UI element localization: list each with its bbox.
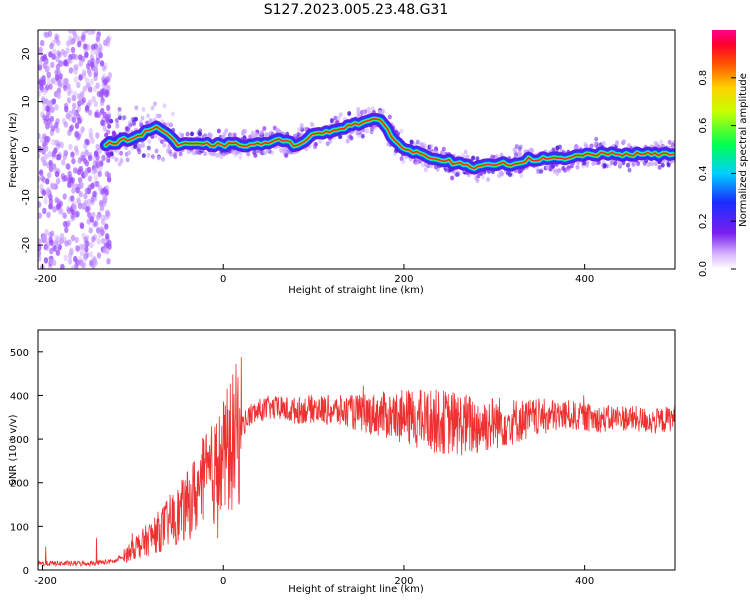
snr-x-tick-label: 200: [394, 576, 413, 587]
snr-x-ticks: -200 0 200 400: [34, 565, 594, 587]
figure-title: S127.2023.005.23.48.G31: [264, 2, 449, 18]
colorbar-tick-label: 0.8: [698, 70, 709, 86]
snr-x-tick-label: -200: [34, 576, 57, 587]
colorbar-ticks: 0.0 0.2 0.4 0.6 0.8: [698, 70, 736, 277]
snr-panel: -200 0 200 400 0 100 200 300 400 500 Height of s…: [8, 329, 676, 595]
snr-y-tick-label: 500: [10, 348, 29, 359]
spectrogram-x-tick-label: 0: [220, 274, 226, 285]
spectrogram-y-tick-label: -10: [21, 189, 32, 205]
colorbar-tick-label: 0.2: [698, 213, 709, 229]
snr-series-line: [38, 356, 675, 568]
snr-y-tick-label: 0: [23, 566, 29, 577]
colorbar-label: Normalized spectral amplitude: [738, 73, 749, 227]
snr-marks: [38, 356, 675, 568]
spectrogram-y-tick-label: -20: [21, 237, 32, 253]
spectrogram-y-tick-label: 20: [21, 48, 32, 61]
spectrogram-y-ticks: -20 -10 0 10 20: [21, 48, 43, 253]
colorbar-tick-label: 0.6: [698, 118, 709, 134]
colorbar-tick-label: 0.0: [698, 261, 709, 277]
snr-x-axis-label: Height of straight line (km): [288, 584, 424, 595]
colorbar-gradient: [712, 30, 736, 269]
colorbar: 0.0 0.2 0.4 0.6 0.8 Normalized spectral ampl…: [698, 30, 749, 277]
spectrogram-y-axis-label: Frequency (Hz): [8, 112, 19, 188]
snr-y-tick-label: 300: [10, 435, 29, 446]
spectrogram-panel: -200 0 200 400 -20 -10 0 10 20 Height of straig…: [8, 29, 676, 296]
spectrogram-ridge-red: [105, 118, 674, 170]
colorbar-tick-label: 0.4: [698, 165, 709, 181]
spectrogram-y-tick-label: 0: [21, 146, 32, 152]
snr-y-tick-label: 400: [10, 391, 29, 402]
snr-frame: [37, 329, 676, 571]
snr-x-tick-label: 400: [575, 576, 594, 587]
spectrogram-x-tick-label: -200: [34, 274, 57, 285]
spectrogram-x-ticks: -200 0 200 400: [34, 264, 594, 285]
snr-y-tick-label: 100: [10, 522, 29, 533]
spectrogram-noise: [38, 30, 675, 269]
spectrogram-y-tick-label: 10: [21, 95, 32, 108]
spectrogram-x-axis-label: Height of straight line (km): [288, 285, 424, 296]
spectrogram-x-tick-label: 400: [575, 274, 594, 285]
snr-y-ticks: 0 100 200 300 400 500: [10, 348, 43, 577]
snr-y-axis-label: SNR (10 * v/v): [8, 414, 19, 485]
spectrogram-marks: [38, 30, 675, 269]
snr-y-tick-label: 200: [10, 479, 29, 490]
snr-x-tick-label: 0: [220, 576, 226, 587]
spectrogram-x-tick-label: 200: [394, 274, 413, 285]
